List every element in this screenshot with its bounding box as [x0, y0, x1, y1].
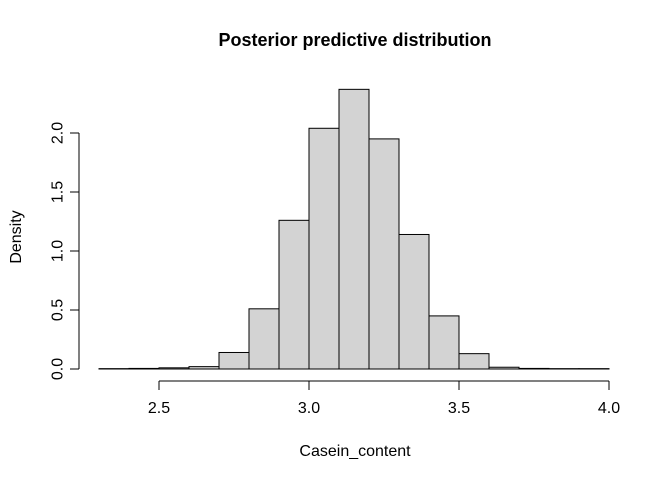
y-axis-tick-label: 1.0 [50, 240, 67, 262]
histogram-bar [248, 308, 280, 370]
histogram-bar [428, 315, 460, 370]
chart-title: Posterior predictive distribution [218, 30, 492, 50]
histogram-bar [218, 351, 250, 370]
x-axis-tick-label: 4.0 [598, 400, 620, 417]
y-axis-tick-label: 0.0 [50, 358, 67, 380]
x-axis-title: Casein_content [299, 443, 411, 460]
histogram-bar [338, 88, 370, 370]
histogram-bar [158, 367, 190, 370]
histogram-bar [458, 353, 490, 370]
histogram-bar [518, 367, 550, 370]
histogram-bar [488, 366, 520, 370]
histogram-bar [368, 138, 400, 370]
histogram-bar [398, 233, 430, 370]
histogram-bar [188, 366, 220, 370]
y-axis-tick-label: 1.5 [50, 181, 67, 203]
histogram-bar [278, 219, 310, 370]
y-axis-tick-label: 2.0 [50, 122, 67, 144]
x-axis-tick-label: 3.5 [448, 400, 470, 417]
y-axis-title: Density [8, 210, 25, 264]
x-axis-tick-label: 2.5 [148, 400, 170, 417]
y-axis-tick-label: 0.5 [50, 299, 67, 321]
x-axis-tick-label: 3.0 [298, 400, 320, 417]
histogram-bar [128, 367, 160, 370]
histogram-bar [308, 127, 340, 370]
